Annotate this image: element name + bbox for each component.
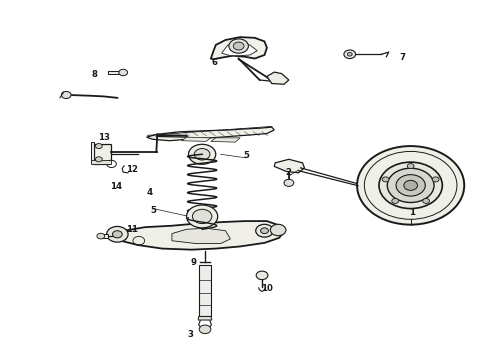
Text: 8: 8	[92, 71, 98, 80]
Polygon shape	[211, 37, 267, 59]
Polygon shape	[199, 265, 211, 316]
Text: 4: 4	[147, 188, 153, 197]
Circle shape	[199, 325, 211, 334]
Text: 14: 14	[110, 182, 122, 191]
Polygon shape	[147, 127, 274, 141]
Polygon shape	[113, 221, 284, 249]
Circle shape	[270, 224, 286, 236]
Circle shape	[256, 271, 268, 280]
Circle shape	[344, 50, 356, 59]
Polygon shape	[108, 71, 122, 73]
Polygon shape	[221, 44, 257, 56]
Text: 3: 3	[188, 330, 194, 339]
Polygon shape	[211, 138, 240, 142]
Circle shape	[256, 224, 273, 237]
Circle shape	[423, 198, 430, 203]
Circle shape	[357, 146, 464, 225]
Circle shape	[195, 149, 210, 160]
Circle shape	[96, 144, 102, 149]
Text: 10: 10	[261, 284, 273, 293]
Text: 12: 12	[126, 166, 138, 175]
Circle shape	[404, 180, 417, 190]
Text: 9: 9	[191, 258, 197, 267]
Polygon shape	[267, 72, 289, 84]
Polygon shape	[172, 228, 230, 244]
Circle shape	[229, 39, 248, 53]
Polygon shape	[198, 316, 212, 320]
Text: 5: 5	[243, 151, 249, 160]
Circle shape	[261, 228, 269, 234]
Circle shape	[392, 198, 398, 203]
Circle shape	[284, 179, 294, 186]
Text: 6: 6	[211, 58, 217, 67]
Text: 5: 5	[150, 206, 156, 215]
Polygon shape	[91, 160, 111, 164]
Text: 13: 13	[98, 132, 110, 141]
Polygon shape	[274, 159, 304, 173]
Circle shape	[61, 91, 71, 99]
Circle shape	[193, 209, 212, 224]
Text: 11: 11	[126, 225, 138, 234]
Text: 7: 7	[399, 53, 405, 62]
Circle shape	[379, 162, 442, 208]
Polygon shape	[93, 144, 111, 164]
Circle shape	[233, 42, 244, 50]
Circle shape	[396, 175, 425, 196]
Polygon shape	[182, 137, 211, 141]
Circle shape	[387, 168, 434, 203]
Circle shape	[97, 233, 105, 239]
Circle shape	[189, 144, 216, 164]
Circle shape	[432, 177, 439, 182]
Text: 1: 1	[409, 208, 415, 217]
Circle shape	[407, 163, 414, 168]
Circle shape	[119, 69, 127, 76]
Circle shape	[96, 157, 102, 162]
Circle shape	[113, 231, 122, 238]
Circle shape	[107, 226, 128, 242]
Circle shape	[382, 177, 389, 182]
Circle shape	[187, 205, 218, 228]
Polygon shape	[91, 142, 94, 162]
Polygon shape	[101, 234, 108, 238]
Text: 2: 2	[285, 168, 291, 177]
Circle shape	[347, 53, 352, 56]
